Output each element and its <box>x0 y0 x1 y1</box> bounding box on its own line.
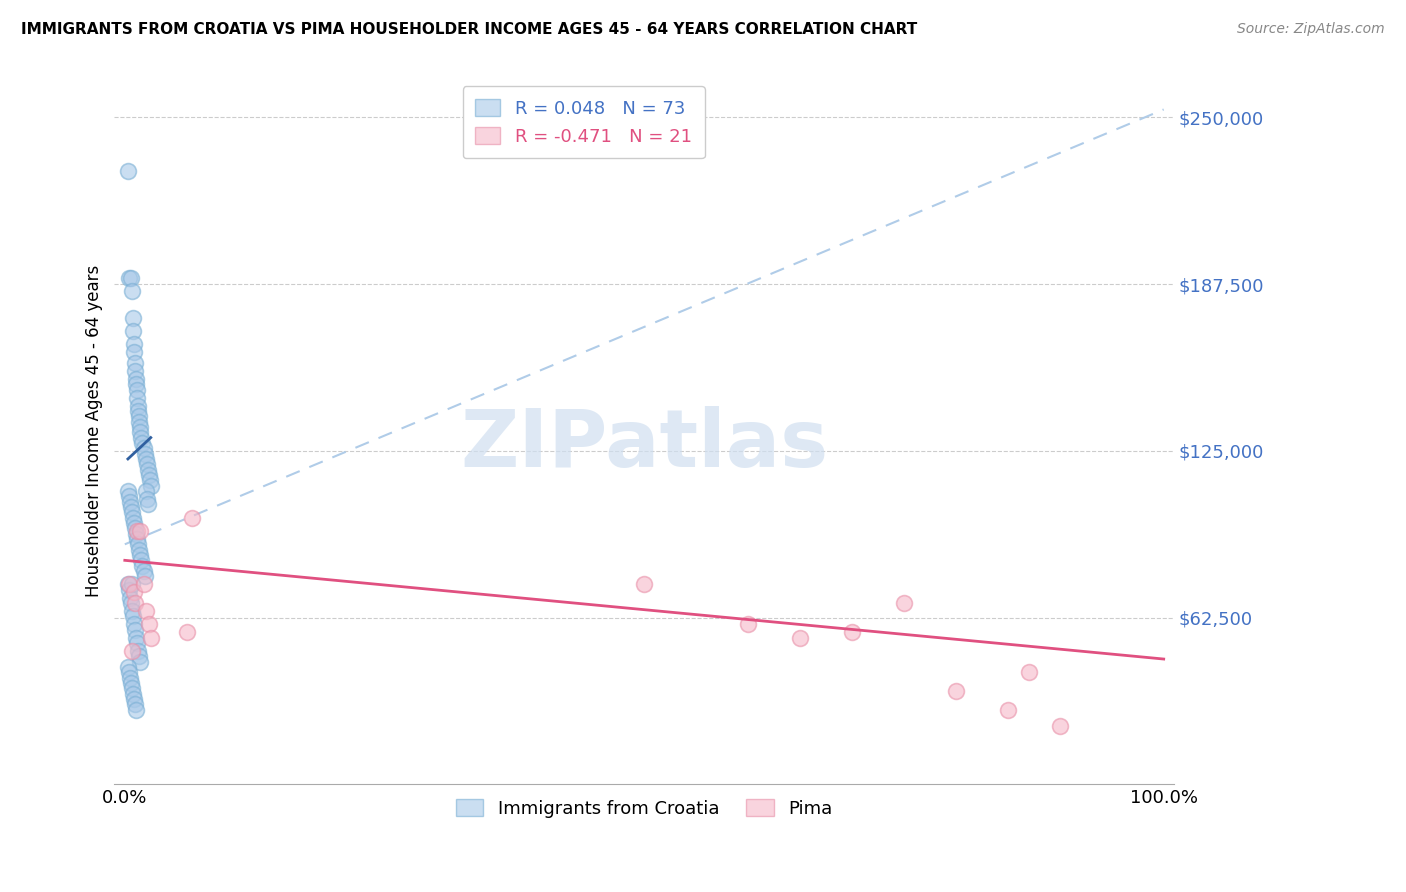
Point <box>122 692 145 706</box>
Point <box>122 324 145 338</box>
Point <box>122 516 145 530</box>
Point <box>121 644 143 658</box>
Point <box>118 489 141 503</box>
Point <box>124 521 146 535</box>
Point <box>122 617 145 632</box>
Point <box>125 631 148 645</box>
Point <box>129 548 152 562</box>
Point <box>131 558 153 573</box>
Point <box>121 284 143 298</box>
Point <box>139 631 162 645</box>
Point <box>125 703 148 717</box>
Point <box>117 163 139 178</box>
Point <box>129 524 152 538</box>
Point <box>134 447 156 461</box>
Point <box>117 577 139 591</box>
Point <box>129 425 152 440</box>
Point <box>122 310 145 325</box>
Point <box>138 617 160 632</box>
Point <box>120 270 142 285</box>
Point <box>181 510 204 524</box>
Point <box>633 577 655 591</box>
Point <box>127 636 149 650</box>
Point <box>138 473 160 487</box>
Y-axis label: Householder Income Ages 45 - 64 years: Householder Income Ages 45 - 64 years <box>86 265 103 597</box>
Point <box>135 483 157 498</box>
Point <box>127 537 149 551</box>
Point <box>176 625 198 640</box>
Point <box>997 703 1019 717</box>
Point <box>132 564 155 578</box>
Point <box>128 542 150 557</box>
Text: Source: ZipAtlas.com: Source: ZipAtlas.com <box>1237 22 1385 37</box>
Legend: Immigrants from Croatia, Pima: Immigrants from Croatia, Pima <box>449 791 839 825</box>
Point <box>132 442 155 456</box>
Point <box>127 399 149 413</box>
Point <box>124 356 146 370</box>
Point <box>129 655 152 669</box>
Point <box>789 631 811 645</box>
Point <box>122 510 145 524</box>
Point <box>125 526 148 541</box>
Point <box>138 467 160 482</box>
Point <box>124 596 146 610</box>
Point <box>124 698 146 712</box>
Point <box>136 462 159 476</box>
Point <box>129 420 152 434</box>
Point <box>122 337 145 351</box>
Point <box>118 577 141 591</box>
Point <box>131 553 153 567</box>
Point <box>127 404 149 418</box>
Point <box>134 569 156 583</box>
Point <box>120 500 142 514</box>
Text: IMMIGRANTS FROM CROATIA VS PIMA HOUSEHOLDER INCOME AGES 45 - 64 YEARS CORRELATIO: IMMIGRANTS FROM CROATIA VS PIMA HOUSEHOL… <box>21 22 917 37</box>
Text: ZIPatlas: ZIPatlas <box>460 406 828 484</box>
Point <box>118 665 141 680</box>
Point <box>128 415 150 429</box>
Point <box>128 409 150 424</box>
Point <box>118 591 141 605</box>
Point <box>136 497 159 511</box>
Point <box>737 617 759 632</box>
Point <box>135 457 157 471</box>
Point <box>122 609 145 624</box>
Point <box>125 372 148 386</box>
Point <box>945 684 967 698</box>
Point <box>118 582 141 597</box>
Point <box>127 532 149 546</box>
Point <box>121 505 143 519</box>
Point <box>135 604 157 618</box>
Point <box>125 377 148 392</box>
Point <box>127 644 149 658</box>
Point <box>122 687 145 701</box>
Point <box>128 649 150 664</box>
Point <box>117 660 139 674</box>
Point <box>118 494 141 508</box>
Point <box>841 625 863 640</box>
Point <box>121 604 143 618</box>
Point <box>127 383 149 397</box>
Point <box>118 671 141 685</box>
Point <box>893 596 915 610</box>
Point <box>120 676 142 690</box>
Point <box>132 577 155 591</box>
Point <box>1049 719 1071 733</box>
Point <box>122 345 145 359</box>
Point <box>117 483 139 498</box>
Point <box>131 431 153 445</box>
Point <box>131 436 153 450</box>
Point <box>127 524 149 538</box>
Point <box>121 577 143 591</box>
Point <box>135 452 157 467</box>
Point <box>139 478 162 492</box>
Point <box>127 391 149 405</box>
Point <box>121 681 143 696</box>
Point <box>118 270 141 285</box>
Point <box>124 623 146 637</box>
Point <box>124 364 146 378</box>
Point <box>120 596 142 610</box>
Point <box>1018 665 1040 680</box>
Point <box>135 491 157 506</box>
Point <box>122 585 145 599</box>
